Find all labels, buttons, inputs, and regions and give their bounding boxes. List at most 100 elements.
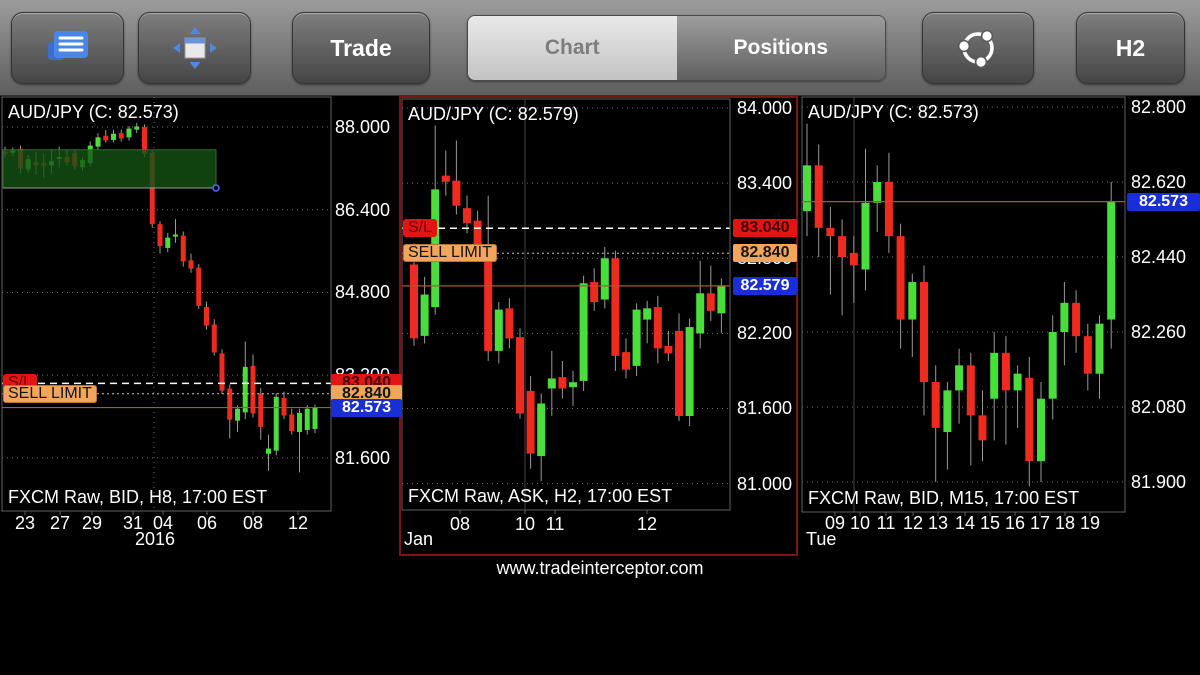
x-tick-label: 10 (849, 513, 871, 533)
candle-body-up (173, 234, 178, 237)
timeframe-button-label: H2 (1115, 34, 1146, 61)
candle-body-down (281, 397, 287, 416)
candle-body-down (211, 324, 217, 353)
x-tick-label: 04 (152, 513, 174, 533)
y-axis-label: 81.600 (335, 447, 391, 468)
candle-body-up (1095, 323, 1104, 374)
candle-body-down (463, 208, 471, 224)
candle-body-down (920, 282, 928, 383)
chart-title: AUD/JPY (C: 82.579) (408, 104, 579, 124)
arrange-windows-icon (172, 27, 217, 69)
current-price-tag: 82.573 (1127, 192, 1200, 211)
x-tick-label: 10 (514, 514, 536, 534)
candle-body-down (204, 306, 209, 326)
sync-button[interactable] (922, 12, 1034, 84)
plot-frame (1, 96, 332, 512)
candle-body-down (484, 258, 493, 351)
candle-body-down (473, 220, 482, 249)
watchlist-button[interactable] (11, 12, 124, 84)
candle-body-up (873, 182, 882, 203)
candle-body-down (157, 224, 163, 246)
trade-button[interactable]: Trade (292, 12, 430, 84)
x-tick-label: 08 (449, 514, 471, 534)
x-tick-label: 19 (1079, 513, 1101, 533)
candle-body-up (569, 382, 577, 388)
candle-body-down (1001, 352, 1010, 391)
x-tick-label: 29 (81, 513, 103, 533)
candle-body-down (931, 382, 940, 428)
sync-icon (957, 29, 994, 69)
candle-body-up (126, 128, 132, 138)
candle-body-down (258, 393, 264, 427)
candle-body-down (441, 175, 450, 182)
candle-body-up (990, 352, 999, 399)
tab-chart-label: Chart (544, 36, 600, 59)
candle-body-down (142, 127, 147, 154)
x-tick-label: 13 (927, 513, 949, 533)
candle-body-down (149, 152, 155, 225)
candle-body-up (537, 403, 546, 457)
candle-body-up (273, 396, 279, 451)
candle-body-down (978, 415, 987, 441)
tab-positions[interactable]: Positions (676, 16, 885, 80)
view-tabs: Chart Positions (467, 15, 886, 81)
y-axis-label: 81.900 (1131, 472, 1187, 493)
candle-body-up (420, 294, 429, 336)
candle-body-down (884, 182, 893, 237)
candle-body-up (579, 283, 588, 381)
candle-body-down (289, 414, 295, 431)
candle-body-down (118, 133, 124, 139)
x-tick-label: 15 (979, 513, 1001, 533)
timeframe-button[interactable]: H2 (1076, 12, 1185, 84)
limit-tag: SELL LIMIT (3, 384, 97, 403)
candle-body-up (95, 137, 101, 147)
candle-body-up (600, 258, 609, 300)
candle-body-down (1072, 302, 1081, 337)
limit-value: 82.840 (331, 384, 402, 403)
trade-button-label: Trade (330, 34, 392, 61)
candle-body-down (675, 330, 683, 416)
chart-title: AUD/JPY (C: 82.573) (8, 102, 179, 122)
y-axis-label: 84.000 (737, 98, 793, 118)
candle-body-down (838, 236, 847, 258)
sl-value: 83.040 (733, 219, 797, 238)
candle-body-down (505, 308, 514, 339)
candle-body-down (622, 352, 630, 370)
candle-body-up (717, 285, 726, 314)
candle-body-up (304, 408, 310, 430)
current-price-tag: 82.579 (733, 276, 797, 295)
candle-body-down (452, 180, 461, 206)
candle-body-up (861, 202, 870, 270)
candle-body-down (706, 293, 715, 311)
x-tick-label: 18 (1054, 513, 1076, 533)
arrange-windows-button[interactable] (138, 12, 251, 84)
x-tick-label: 14 (954, 513, 976, 533)
candle-body-down (1083, 336, 1092, 374)
x-tick-label: 16 (1004, 513, 1026, 533)
candle-body-down (103, 135, 109, 141)
x-tick-label: 12 (636, 514, 658, 534)
limit-value: 82.840 (733, 244, 797, 263)
limit-tag: SELL LIMIT (403, 244, 497, 263)
candle-body-down (590, 282, 599, 303)
candle-body-down (516, 337, 524, 414)
candle-body-up (803, 165, 811, 212)
candle-body-up (266, 448, 271, 454)
candle-body-up (696, 293, 705, 334)
candle-body-up (685, 327, 694, 416)
candle-body-down (1025, 377, 1034, 462)
chart-title: AUD/JPY (C: 82.573) (808, 102, 979, 122)
y-axis-label: 82.440 (1131, 247, 1187, 267)
period-label: Tue (806, 529, 837, 549)
drawing-handle (212, 184, 220, 192)
y-axis-label: 82.260 (1131, 322, 1187, 343)
current-price-tag: 82.573 (331, 398, 402, 417)
x-tick-label: 31 (122, 513, 144, 533)
tab-chart[interactable]: Chart (468, 16, 677, 80)
period-label: 2016 (134, 529, 176, 549)
candle-body-down (826, 227, 835, 237)
y-axis-label: 82.800 (1131, 97, 1187, 117)
